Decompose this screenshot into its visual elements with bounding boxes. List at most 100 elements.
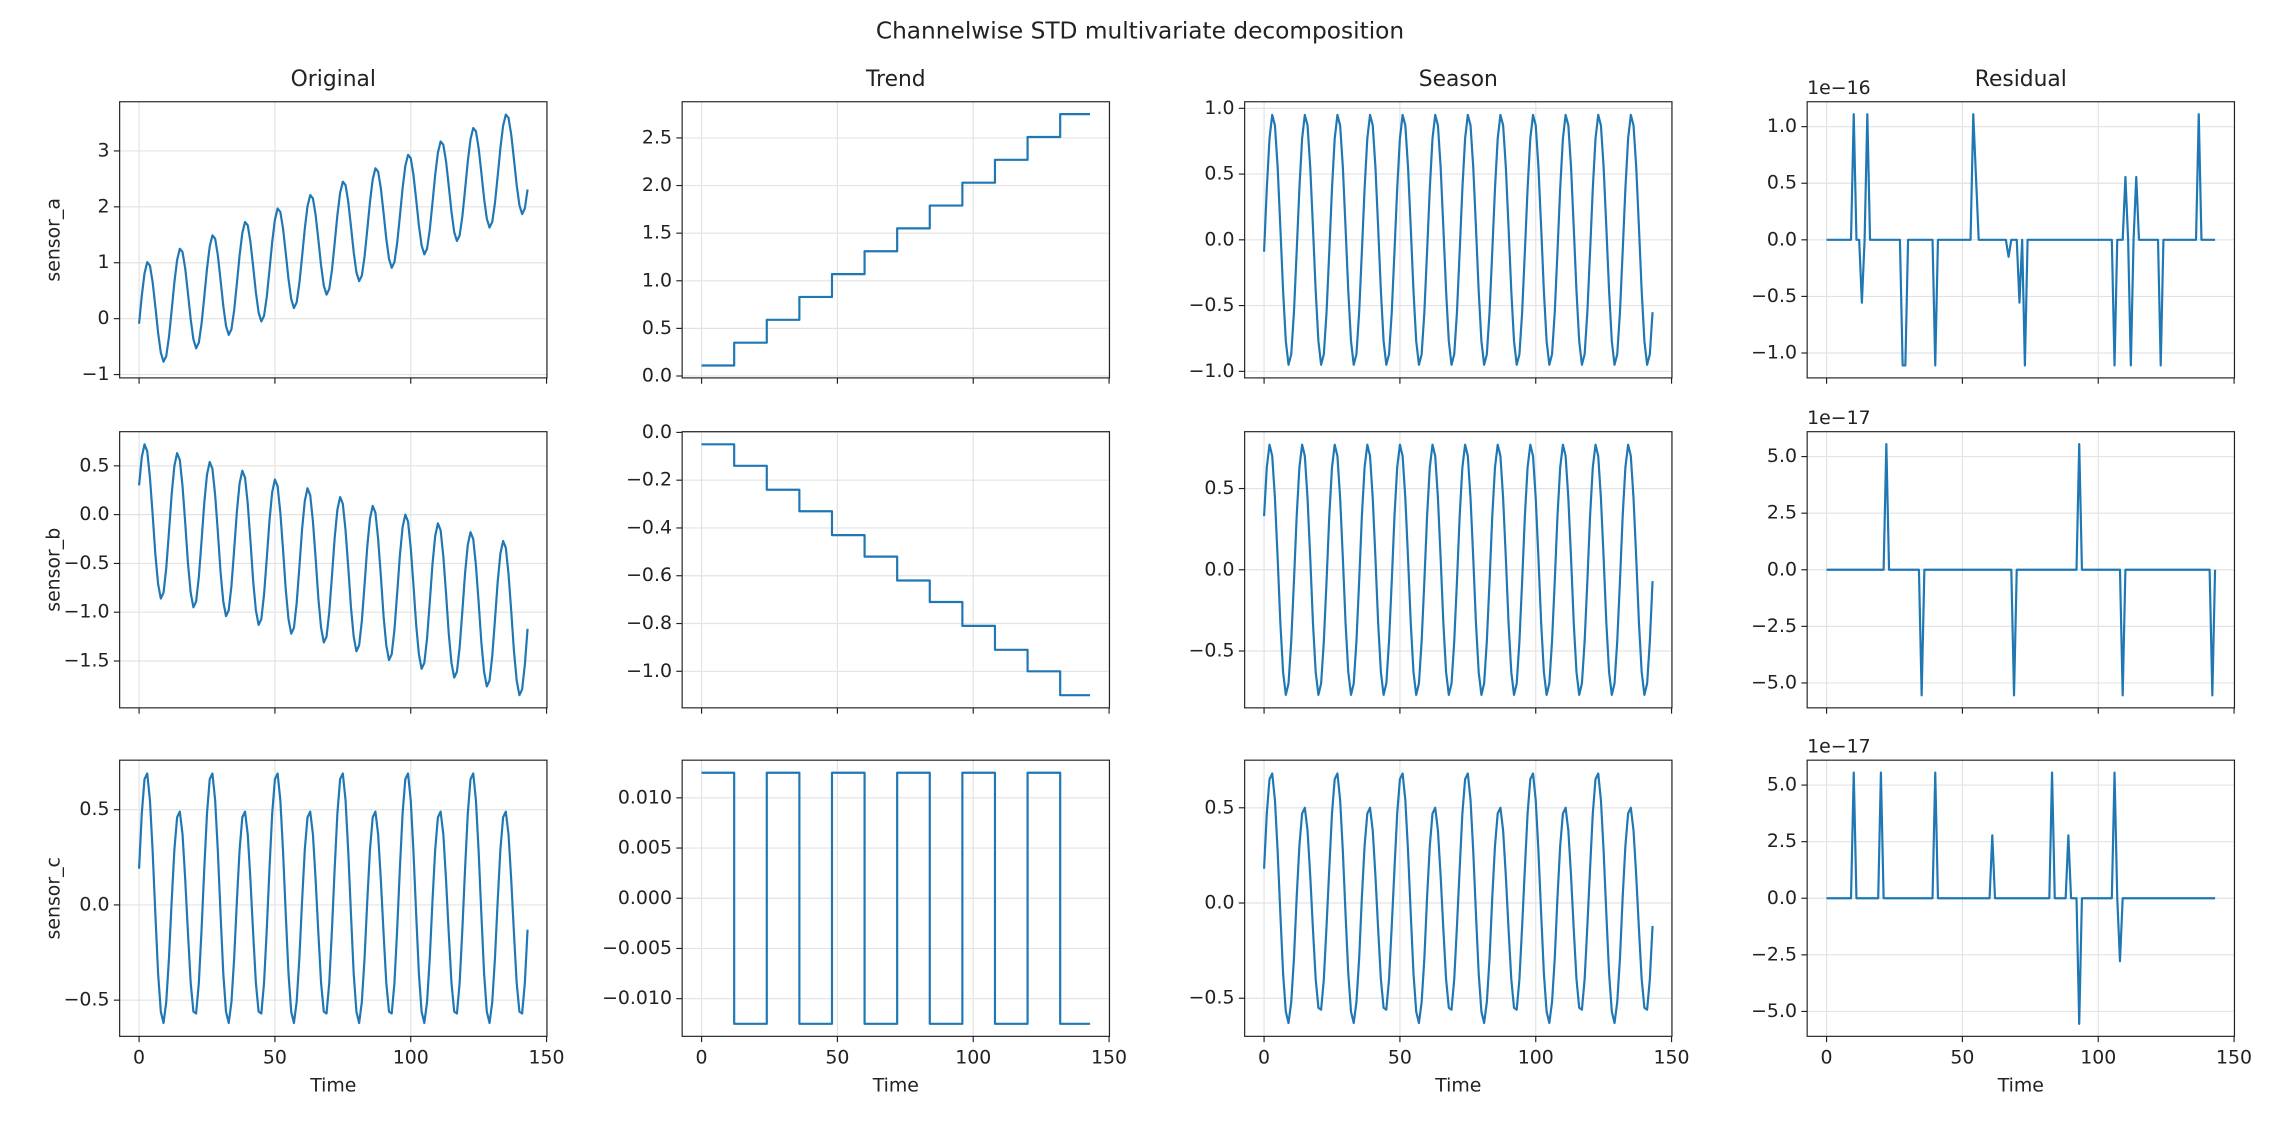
y-tick-label: −0.5	[64, 552, 110, 574]
y-axis-label: sensor_a	[43, 198, 65, 282]
figure-title: Channelwise STD multivariate decompositi…	[876, 17, 1404, 44]
y-tick-label: −0.5	[64, 989, 110, 1011]
y-tick-label: −1.0	[1751, 342, 1797, 364]
y-tick-label: −0.5	[1751, 285, 1797, 307]
y-tick-label: 0.0	[1204, 892, 1234, 914]
y-axis-label: sensor_c	[43, 857, 65, 939]
y-tick-label: 0.005	[618, 837, 672, 859]
y-tick-label: −5.0	[1751, 671, 1797, 693]
x-tick-label: 0	[1821, 1047, 1833, 1069]
x-tick-label: 100	[2080, 1047, 2116, 1069]
series-line	[1826, 771, 2216, 1025]
y-tick-label: 0.0	[1767, 558, 1797, 580]
y-tick-label: 2.5	[1767, 830, 1797, 852]
panel-title: Season	[1419, 67, 1498, 92]
y-tick-label: −1.0	[1189, 360, 1235, 382]
y-tick-label: −2.5	[1751, 615, 1797, 637]
y-tick-label: 0	[97, 307, 109, 329]
y-tick-label: −0.8	[626, 612, 672, 634]
y-tick-label: −1.5	[64, 650, 110, 672]
series-line	[701, 443, 1091, 697]
x-tick-label: 0	[133, 1047, 145, 1069]
y-tick-label: 0.5	[1767, 172, 1797, 194]
y-tick-label: −0.5	[1189, 294, 1235, 316]
axes-frame	[1244, 101, 1673, 379]
axes-frame	[681, 431, 1111, 709]
y-tick-label: 0.0	[1767, 228, 1797, 250]
y-tick-label: 1	[97, 251, 109, 273]
x-tick-label: 150	[2216, 1047, 2252, 1069]
y-tick-label: 0.0	[1204, 228, 1234, 250]
series-line	[1262, 443, 1654, 696]
y-tick-label: 1.0	[1767, 115, 1797, 137]
y-tick-label: −0.010	[602, 987, 672, 1009]
axes-frame	[681, 759, 1111, 1037]
x-tick-label: 50	[1388, 1047, 1412, 1069]
y-tick-label: 0.5	[79, 454, 109, 476]
y-tick-label: 5.0	[1767, 445, 1797, 467]
y-tick-label: −1.0	[626, 660, 672, 682]
y-tick-label: 0.0	[79, 503, 109, 525]
x-tick-label: 150	[529, 1047, 565, 1069]
axes-frame	[681, 101, 1111, 379]
y-tick-label: 0.5	[1204, 477, 1234, 499]
y-tick-label: −1.0	[64, 601, 110, 623]
x-tick-label: 50	[825, 1047, 849, 1069]
y-tick-label: −0.5	[1189, 987, 1235, 1009]
y-offset-label: 1e−16	[1807, 77, 1870, 99]
series-line	[1262, 772, 1654, 1025]
series-line	[137, 772, 529, 1025]
y-tick-label: −0.005	[602, 937, 672, 959]
y-tick-label: −5.0	[1751, 1000, 1797, 1022]
y-tick-label: 0.5	[1204, 163, 1234, 185]
y-tick-label: 0.5	[642, 317, 672, 339]
series-line	[137, 443, 529, 697]
y-tick-label: 0.5	[1204, 796, 1234, 818]
axes-frame	[119, 101, 548, 379]
series-line	[1262, 113, 1654, 366]
y-tick-label: 3	[97, 139, 109, 161]
series-line	[701, 771, 1091, 1025]
y-tick-label: 2.5	[642, 126, 672, 148]
y-tick-label: 1.5	[642, 222, 672, 244]
x-tick-label: 150	[1654, 1047, 1690, 1069]
y-tick-label: −0.4	[626, 516, 672, 538]
y-tick-label: 2.5	[1767, 502, 1797, 524]
y-axis-label: sensor_b	[43, 528, 65, 612]
axes-frame	[1244, 759, 1673, 1037]
y-tick-label: 2.0	[642, 174, 672, 196]
x-tick-label: 50	[263, 1047, 287, 1069]
axes-frame	[119, 431, 548, 709]
x-tick-label: 100	[955, 1047, 991, 1069]
y-tick-label: −1	[82, 363, 110, 385]
y-tick-label: −0.5	[1189, 639, 1235, 661]
axes-frame	[1806, 759, 2236, 1037]
series-line	[701, 113, 1091, 367]
panel-title: Residual	[1975, 67, 2067, 92]
y-tick-label: 0.0	[642, 421, 672, 443]
y-tick-label: 0.0	[79, 893, 109, 915]
y-tick-label: 0.010	[618, 786, 672, 808]
x-tick-label: 0	[696, 1047, 708, 1069]
y-tick-label: −0.2	[626, 469, 672, 491]
y-tick-label: 2	[97, 195, 109, 217]
y-tick-label: 1.0	[642, 269, 672, 291]
panel-title: Trend	[865, 67, 926, 92]
x-tick-label: 150	[1091, 1047, 1127, 1069]
series-line	[1826, 113, 2216, 367]
x-tick-label: 0	[1258, 1047, 1270, 1069]
x-axis-label: Time	[1997, 1074, 2044, 1096]
series-line	[137, 113, 529, 363]
y-tick-label: −2.5	[1751, 943, 1797, 965]
y-tick-label: 5.0	[1767, 774, 1797, 796]
x-axis-label: Time	[872, 1074, 919, 1096]
y-tick-label: 0.0	[1204, 558, 1234, 580]
y-tick-label: 0.0	[642, 365, 672, 387]
y-tick-label: −0.6	[626, 564, 672, 586]
x-axis-label: Time	[309, 1074, 356, 1096]
panel-title: Original	[291, 67, 376, 92]
y-tick-label: 1.0	[1204, 97, 1234, 119]
axes-frame	[1806, 431, 2236, 709]
x-axis-label: Time	[1434, 1074, 1481, 1096]
